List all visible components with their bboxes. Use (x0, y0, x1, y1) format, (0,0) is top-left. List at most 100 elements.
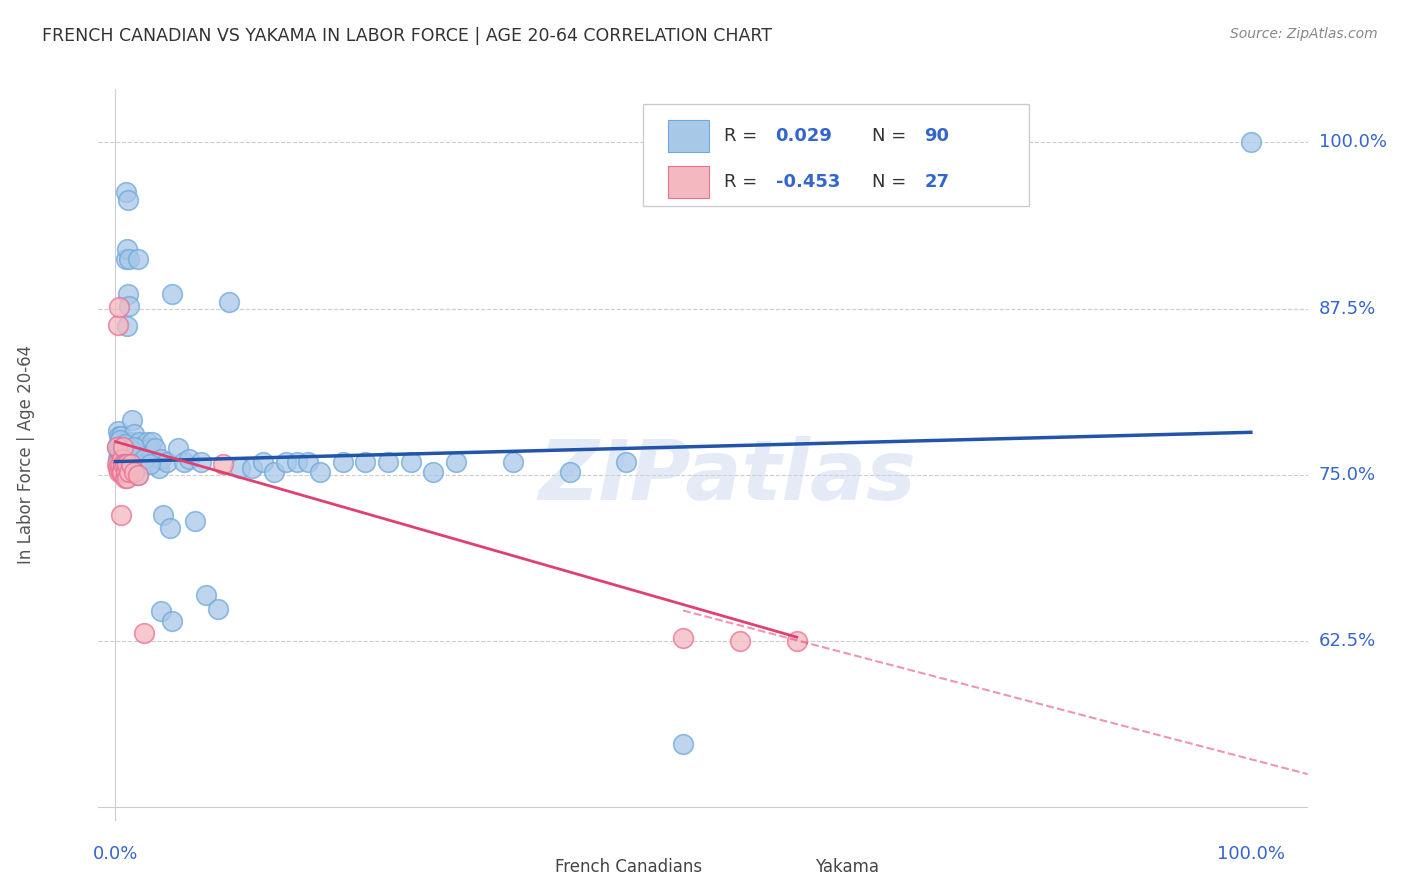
Point (148, 461, 170, 475)
Text: French Canadians: French Canadians (555, 858, 703, 877)
Point (121, 434, 143, 449)
Point (127, 467, 149, 482)
Point (108, 451, 131, 466)
Point (190, 454, 212, 468)
Text: 0.029: 0.029 (776, 127, 832, 145)
Point (114, 465, 136, 479)
Point (105, 440, 128, 454)
Point (112, 447, 135, 461)
Point (179, 451, 201, 466)
Point (108, 434, 131, 448)
Point (422, 465, 444, 479)
Point (110, 465, 132, 479)
Point (240, 461, 263, 475)
Point (114, 457, 136, 471)
Point (263, 465, 285, 479)
Text: R =: R = (724, 173, 762, 191)
Point (108, 434, 131, 449)
Point (125, 457, 148, 471)
Point (114, 470, 136, 484)
Point (111, 451, 134, 466)
Point (121, 413, 143, 427)
Point (160, 287, 183, 301)
Point (120, 434, 142, 449)
Point (614, 454, 637, 468)
Point (122, 426, 145, 441)
Point (110, 440, 132, 454)
Point (134, 457, 156, 471)
Point (114, 436, 136, 450)
Point (1240, 136, 1263, 150)
Point (136, 434, 159, 449)
Point (149, 603, 172, 617)
Point (110, 508, 132, 522)
Point (129, 442, 152, 456)
Point (354, 454, 377, 468)
Point (444, 454, 467, 468)
Point (399, 454, 422, 468)
FancyBboxPatch shape (769, 858, 803, 877)
Point (110, 449, 132, 463)
Text: Yakama: Yakama (815, 858, 879, 877)
Point (558, 465, 581, 479)
Point (115, 318, 138, 333)
Point (117, 287, 139, 301)
Text: 75.0%: 75.0% (1319, 466, 1376, 483)
Point (118, 465, 141, 479)
Point (115, 470, 138, 484)
Point (107, 318, 129, 332)
Point (132, 442, 155, 456)
Point (195, 588, 218, 602)
Point (110, 429, 132, 443)
Point (229, 461, 252, 475)
FancyBboxPatch shape (668, 166, 709, 198)
Point (120, 457, 142, 471)
Point (112, 457, 135, 471)
Point (672, 737, 695, 751)
Point (108, 429, 131, 443)
Point (274, 454, 297, 468)
Point (132, 451, 155, 466)
Point (160, 614, 183, 628)
Point (728, 634, 751, 648)
Point (108, 444, 131, 458)
Point (111, 451, 134, 466)
Text: 100.0%: 100.0% (1319, 134, 1386, 152)
Point (141, 434, 163, 449)
Point (167, 442, 190, 456)
Point (112, 440, 135, 454)
Point (155, 454, 177, 468)
Point (115, 242, 138, 256)
Point (502, 454, 524, 468)
Point (111, 465, 134, 479)
Point (143, 442, 166, 456)
Point (218, 295, 240, 310)
Point (117, 193, 139, 207)
Point (114, 185, 136, 199)
Text: 0.0%: 0.0% (93, 845, 138, 863)
Point (108, 301, 131, 315)
Point (121, 444, 143, 458)
Point (285, 454, 308, 468)
Point (672, 632, 695, 646)
FancyBboxPatch shape (643, 103, 1029, 206)
Text: ZIPatlas: ZIPatlas (538, 436, 917, 517)
Text: In Labor Force | Age 20-64: In Labor Force | Age 20-64 (17, 345, 35, 565)
Point (127, 467, 149, 482)
Text: FRENCH CANADIAN VS YAKAMA IN LABOR FORCE | AGE 20-64 CORRELATION CHART: FRENCH CANADIAN VS YAKAMA IN LABOR FORCE… (42, 27, 772, 45)
FancyBboxPatch shape (509, 858, 543, 877)
Point (118, 299, 141, 313)
Point (149, 451, 172, 466)
Point (105, 457, 128, 471)
Text: 100.0%: 100.0% (1216, 845, 1285, 863)
Text: 90: 90 (924, 127, 949, 145)
Point (107, 450, 129, 465)
Point (118, 252, 141, 267)
Point (159, 521, 181, 535)
Point (107, 461, 129, 475)
Point (114, 252, 136, 267)
Point (184, 515, 207, 529)
Point (332, 454, 354, 468)
Point (152, 508, 174, 522)
Point (108, 457, 131, 471)
